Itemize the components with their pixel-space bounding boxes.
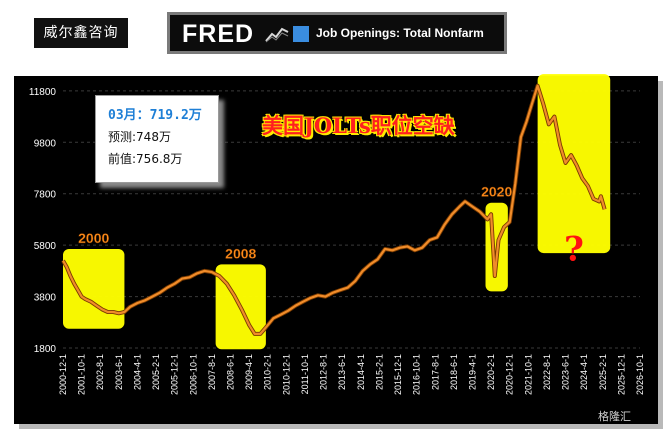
series-title: Job Openings: Total Nonfarm [316,26,484,40]
x-tick-label: 2024-4-1 [579,354,589,390]
x-tick-label: 2000-12-1 [58,354,68,395]
x-tick-label: 2025-2-1 [598,354,608,390]
x-tick-label: 2010-2-1 [263,354,273,390]
y-tick-label: 11800 [29,87,57,98]
x-tick-label: 2016-10-1 [412,354,422,395]
info-box: 03月：719.2万 预测:748万 前值:756.8万 [95,95,219,183]
x-tick-label: 2005-2-1 [151,354,161,390]
x-tick-label: 2010-12-1 [281,354,291,395]
x-tick-label: 2013-6-1 [337,354,347,390]
forecast-value: 预测:748万 [108,130,171,144]
x-tick-label: 2001-10-1 [77,354,87,395]
period-label: 2020 [481,184,512,200]
x-tick-label: 2009-4-1 [244,354,254,390]
x-tick-label: 2006-10-1 [188,354,198,395]
y-tick-label: 5800 [34,241,57,252]
x-tick-label: 2021-10-1 [523,354,533,395]
y-tick-label: 1800 [34,344,57,355]
chart-headline: 美国JOLTs职位空缺 [262,113,455,138]
chart-line-icon [265,27,289,43]
brand-label: 威尔鑫咨询 [34,18,128,48]
x-tick-label: 2022-8-1 [542,354,552,390]
fred-header: FRED Job Openings: Total Nonfarm [167,12,507,54]
x-tick-label: 2019-4-1 [467,354,477,390]
y-tick-label: 7800 [34,190,57,201]
period-label: 2000 [78,230,109,246]
x-tick-label: 2018-6-1 [449,354,459,390]
latest-value: 03月：719.2万 [108,108,202,123]
x-tick-label: 2014-4-1 [356,354,366,390]
x-tick-label: 2020-2-1 [486,354,496,390]
y-tick-label: 3800 [34,293,57,304]
period-label: 2008 [225,245,256,261]
x-tick-label: 2020-12-1 [505,354,515,395]
x-tick-label: 2026-10-1 [635,354,645,395]
fred-logo: FRED [182,20,255,48]
x-tick-label: 2015-12-1 [393,354,403,395]
watermark: 格隆汇 [598,410,631,423]
x-tick-label: 2023-6-1 [561,354,571,390]
x-tick-label: 2011-10-1 [300,354,310,394]
x-tick-label: 2004-4-1 [132,354,142,390]
y-tick-label: 9800 [34,138,57,149]
x-tick-label: 2012-8-1 [319,354,329,390]
x-tick-label: 2003-6-1 [114,354,124,390]
series-color-swatch [293,26,309,42]
series-line [62,84,606,335]
question-mark-label: ? [564,230,584,270]
x-tick-label: 2007-8-1 [207,354,217,390]
previous-value: 前值:756.8万 [108,152,183,166]
x-tick-label: 2008-6-1 [226,354,236,390]
x-tick-label: 2005-12-1 [170,354,180,395]
x-tick-label: 2017-8-1 [430,354,440,390]
x-tick-label: 2002-8-1 [95,354,105,390]
highlight-box [63,249,125,329]
x-tick-label: 2025-12-1 [616,354,626,395]
x-tick-label: 2015-2-1 [374,354,384,390]
